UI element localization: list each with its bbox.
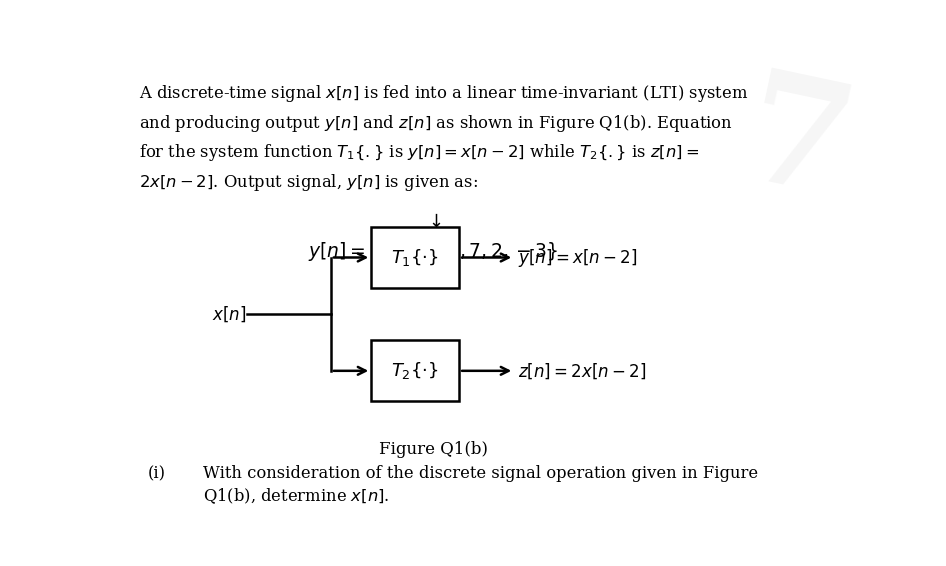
Bar [371, 340, 459, 401]
Text: $2x[n - 2]$. Output signal, $y[n]$ is given as:: $2x[n - 2]$. Output signal, $y[n]$ is gi… [139, 172, 478, 193]
Text: $T_1\{\cdot\}$: $T_1\{\cdot\}$ [392, 247, 439, 268]
Text: $x[n]$: $x[n]$ [212, 305, 247, 324]
Text: 7: 7 [729, 62, 864, 230]
Text: With consideration of the discrete signal operation given in Figure: With consideration of the discrete signa… [202, 465, 758, 482]
Text: A discrete-time signal $x[n]$ is fed into a linear time-invariant (LTI) system: A discrete-time signal $x[n]$ is fed int… [139, 83, 748, 104]
Text: $y[n]=\{2,-1,3,7,2,-3\}$: $y[n]=\{2,-1,3,7,2,-3\}$ [308, 240, 559, 263]
Text: and producing output $y[n]$ and $z[n]$ as shown in Figure Q1(b). Equation: and producing output $y[n]$ and $z[n]$ a… [139, 113, 733, 134]
Text: $T_2\{\cdot\}$: $T_2\{\cdot\}$ [392, 361, 439, 381]
Text: $z[n]=2x[n-2]$: $z[n]=2x[n-2]$ [517, 361, 646, 380]
Text: Figure Q1(b): Figure Q1(b) [379, 440, 488, 457]
Text: $\downarrow$: $\downarrow$ [425, 213, 442, 230]
Bar [371, 227, 459, 288]
Text: $y[n]=x[n-2]$: $y[n]=x[n-2]$ [517, 247, 637, 268]
Text: Q1(b), determine $x[n]$.: Q1(b), determine $x[n]$. [202, 486, 389, 506]
Text: for the system function $T_1\{.\}$ is $y[n] = x[n - 2]$ while $T_2\{.\}$ is $z[n: for the system function $T_1\{.\}$ is $y… [139, 143, 699, 164]
Text: (i): (i) [148, 465, 166, 482]
